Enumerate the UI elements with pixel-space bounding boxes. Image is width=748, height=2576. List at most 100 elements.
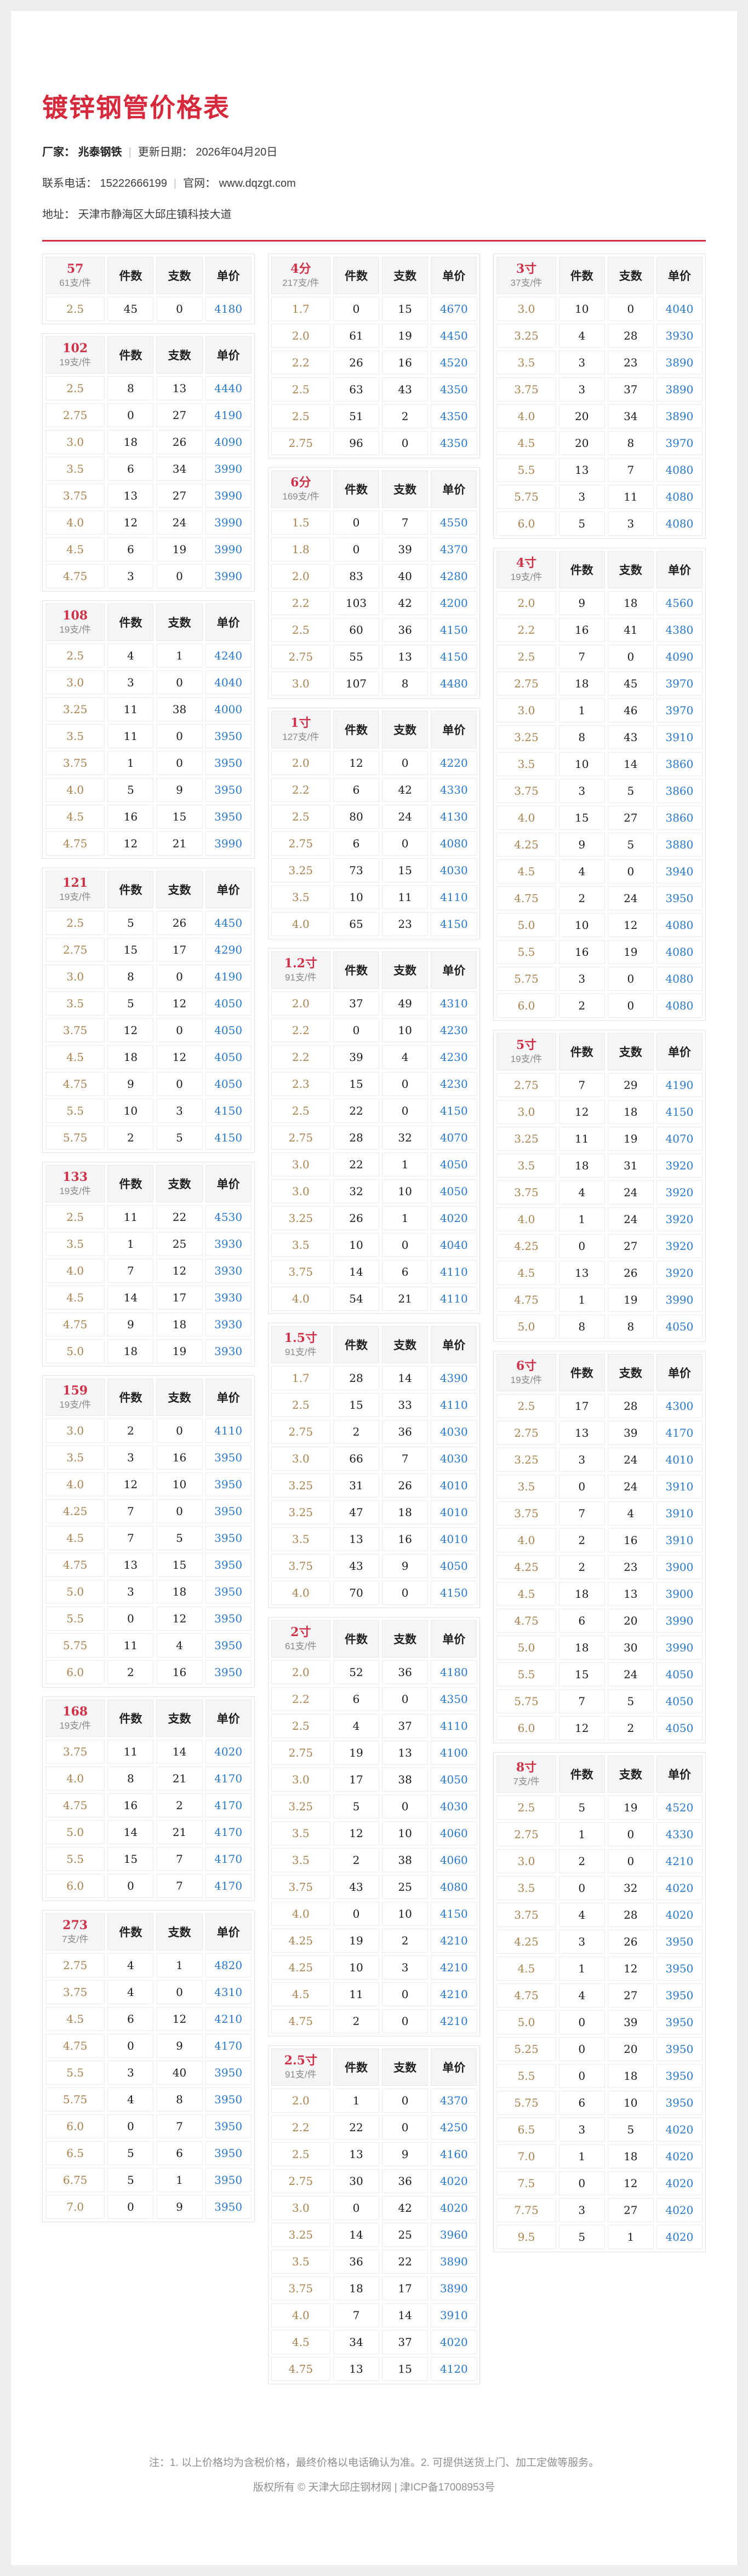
spec-cell: 3.75 [45,1018,105,1042]
bundles-cell: 0 [156,1018,203,1042]
pieces-cell: 13 [333,1527,380,1551]
price-cell: 3860 [656,806,703,830]
bundles-cell: 18 [607,591,654,615]
pieces-cell: 15 [558,806,605,830]
price-cell: 4020 [205,1740,252,1764]
price-cell: 3950 [205,1660,252,1684]
bundles-cell: 10 [382,1821,429,1845]
pieces-cell: 16 [107,805,154,829]
size-label: 5寸 [516,1038,537,1053]
bundles-cell: 6 [156,2141,203,2165]
size-label: 57 [66,262,84,277]
pieces-cell: 45 [107,297,154,321]
price-cell: 3970 [656,698,703,722]
bundles-cell: 42 [382,778,429,802]
size-label: 159 [62,1384,88,1398]
bundles-cell: 0 [156,965,203,989]
table-row: 3.5 13 16 4010 [271,1527,477,1551]
col-header-bundles: 支数 [382,257,429,294]
spec-cell: 3.0 [271,672,330,696]
spec-cell: 3.0 [496,1100,556,1124]
price-cell: 4020 [656,2198,703,2222]
col-header-pieces: 件数 [333,2049,380,2086]
pieces-cell: 14 [333,1260,380,1284]
price-cell: 3920 [656,1207,703,1231]
price-cell: 3950 [205,1553,252,1577]
pieces-cell: 2 [558,994,605,1018]
bundles-cell: 0 [382,751,429,775]
price-cell: 3900 [656,1582,703,1606]
table-row: 5.5 16 19 4080 [496,940,703,964]
bundles-cell: 13 [382,1741,429,1765]
table-row: 5.5 0 18 3950 [496,2064,703,2088]
size-label: 1.5寸 [284,1331,317,1346]
table-row: 2.5 60 36 4150 [271,618,477,642]
pieces-cell: 54 [333,1287,380,1311]
table-row: 2.75 7 29 4190 [496,1073,703,1097]
table-row: 5.75 7 5 4050 [496,1689,703,1713]
bundles-cell: 25 [156,1232,203,1256]
pieces-cell: 12 [558,1100,605,1124]
spec-cell: 5.75 [496,485,556,509]
price-cell: 4190 [656,1073,703,1097]
table-row: 3.25 11 38 4000 [45,697,252,721]
price-cell: 3950 [205,1633,252,1657]
bundles-cell: 4 [382,1045,429,1069]
price-cell: 3950 [656,886,703,910]
price-cell: 4110 [205,1419,252,1443]
pieces-cell: 11 [107,697,154,721]
col-header-pieces: 件数 [333,1620,380,1657]
table-size-header: 1.2寸 91支/件 [271,951,330,989]
pieces-cell: 17 [333,1768,380,1792]
page-footer: 注：1. 以上价格均为含税价格，最终价格以电话确认为准。2. 可提供送货上门、加… [42,2454,706,2494]
size-label: 133 [62,1170,88,1185]
bundles-cell: 0 [156,1980,203,2004]
pieces-cell: 2 [558,1528,605,1552]
pieces-cell: 12 [107,831,154,856]
pieces-cell: 5 [558,1795,605,1820]
pieces-cell: 11 [107,1633,154,1657]
price-cell: 4280 [431,564,477,588]
pieces-cell: 22 [333,2115,380,2139]
price-cell: 4150 [656,1100,703,1124]
bundles-cell: 27 [607,2198,654,2222]
price-table-3寸: 3寸 37支/件 件数 支数 单价 3.0 10 0 4040 3.25 4 28 3930 3.5 3 23… [493,254,706,539]
spec-cell: 4.0 [271,1581,330,1605]
price-cell: 4040 [205,670,252,695]
spec-cell: 3.5 [271,1848,330,1872]
spec-cell: 2.3 [271,1072,330,1096]
meta-separator: | [173,177,177,190]
price-cell: 3950 [205,2141,252,2165]
bundles-cell: 40 [382,564,429,588]
spec-cell: 2.75 [271,2169,330,2193]
price-cell: 4010 [431,1500,477,1524]
bundles-cell: 34 [156,457,203,481]
spec-cell: 5.5 [45,1099,105,1123]
bundles-cell: 6 [382,1260,429,1284]
spec-cell: 4.0 [271,1287,330,1311]
unit-label: 19支/件 [59,1399,91,1410]
bundles-cell: 0 [382,1581,429,1605]
bundles-cell: 14 [382,1366,429,1390]
col-header-unit-price: 单价 [431,711,477,748]
spec-cell: 4.0 [496,404,556,428]
price-cell: 4110 [431,1287,477,1311]
spec-cell: 5.5 [496,2064,556,2088]
table-row: 4.5 13 26 3920 [496,1261,703,1285]
price-cell: 3920 [656,1180,703,1204]
price-cell: 4010 [431,1527,477,1551]
bundles-cell: 0 [156,1419,203,1443]
spec-cell: 2.2 [271,778,330,802]
table-row: 2.0 83 40 4280 [271,564,477,588]
pieces-cell: 10 [333,1233,380,1257]
table-row: 4.75 16 2 4170 [45,1793,252,1817]
table-size-header: 159 19支/件 [45,1379,105,1416]
price-cell: 3950 [205,1607,252,1631]
table-row: 2.75 19 13 4100 [271,1741,477,1765]
pieces-cell: 8 [107,965,154,989]
col-header-unit-price: 单价 [205,871,252,908]
spec-cell: 4.75 [496,886,556,910]
spec-cell: 6.0 [45,2114,105,2138]
price-cell: 3920 [656,1261,703,1285]
pieces-cell: 13 [558,1261,605,1285]
